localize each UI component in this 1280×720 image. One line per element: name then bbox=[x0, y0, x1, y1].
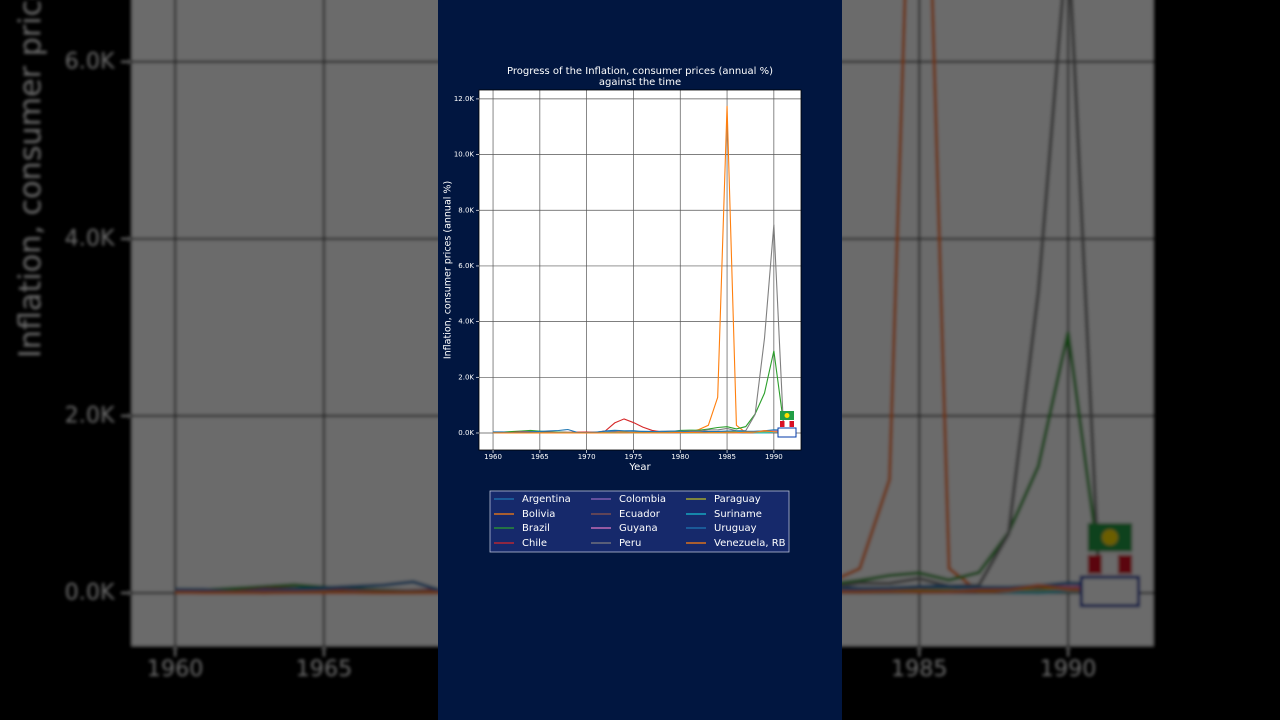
legend-label: Ecuador bbox=[619, 509, 661, 520]
y-tick-label: 0.0K bbox=[458, 429, 474, 437]
x-tick-label: 1965 bbox=[296, 656, 353, 682]
x-tick-label: 1985 bbox=[891, 656, 948, 682]
lines bbox=[493, 105, 784, 434]
flag bbox=[1101, 529, 1118, 546]
y-tick-label: 2.0K bbox=[458, 373, 474, 381]
legend-label: Peru bbox=[619, 538, 641, 549]
legend-label: Uruguay bbox=[714, 523, 757, 534]
y-tick-label: 4.0K bbox=[65, 225, 116, 251]
y-axis-label: Inflation, consumer prices (annual %) bbox=[13, 0, 48, 358]
legend-label: Argentina bbox=[522, 494, 571, 505]
y-tick-label: 2.0K bbox=[65, 402, 116, 428]
flags bbox=[777, 411, 797, 438]
flag bbox=[1101, 554, 1118, 574]
chart: Progress of the Inflation, consumer pric… bbox=[443, 66, 802, 473]
flags bbox=[1079, 523, 1141, 608]
x-tick-label: 1980 bbox=[671, 453, 689, 461]
x-tick-label: 1985 bbox=[718, 453, 736, 461]
x-tick-label: 1960 bbox=[484, 453, 502, 461]
legend-label: Bolivia bbox=[522, 509, 555, 520]
y-tick-label: 12.0K bbox=[454, 95, 475, 103]
flag bbox=[777, 427, 797, 438]
series-line bbox=[493, 428, 784, 434]
legend-label: Suriname bbox=[714, 509, 762, 520]
flag bbox=[784, 421, 790, 427]
legend-label: Paraguay bbox=[714, 494, 761, 505]
y-axis-label: Inflation, consumer prices (annual %) bbox=[443, 181, 454, 359]
x-tick-label: 1970 bbox=[578, 453, 596, 461]
flag bbox=[1079, 575, 1141, 608]
chart-title: against the time bbox=[599, 77, 681, 88]
legend-box bbox=[489, 490, 790, 553]
flag bbox=[784, 413, 790, 418]
y-tick-label: 8.0K bbox=[458, 206, 474, 214]
x-tick-label: 1960 bbox=[147, 656, 204, 682]
plot-frame bbox=[478, 89, 802, 451]
x-tick-label: 1965 bbox=[531, 453, 549, 461]
x-tick-label: 1990 bbox=[1040, 656, 1097, 682]
legend-label: Colombia bbox=[619, 494, 666, 505]
legend-label: Chile bbox=[522, 538, 547, 549]
y-tick-label: 10.0K bbox=[454, 151, 475, 159]
legend-label: Guyana bbox=[619, 523, 658, 534]
legend: Argentina Bolivia Brazil Chile Colombia Ecuad… bbox=[489, 490, 790, 553]
plot-area bbox=[479, 90, 801, 450]
x-tick-label: 1975 bbox=[625, 453, 643, 461]
y-tick-label: 0.0K bbox=[65, 579, 116, 605]
legend-label: Venezuela, RB bbox=[714, 538, 786, 549]
y-tick-label: 6.0K bbox=[458, 262, 474, 270]
y-tick-label: 6.0K bbox=[65, 48, 116, 74]
legend-label: Brazil bbox=[522, 523, 550, 534]
chart-title: Progress of the Inflation, consumer pric… bbox=[507, 66, 773, 77]
x-tick-label: 1990 bbox=[765, 453, 783, 461]
series-line bbox=[493, 430, 784, 434]
y-tick-label: 4.0K bbox=[458, 318, 474, 326]
x-axis-label: Year bbox=[628, 462, 651, 473]
